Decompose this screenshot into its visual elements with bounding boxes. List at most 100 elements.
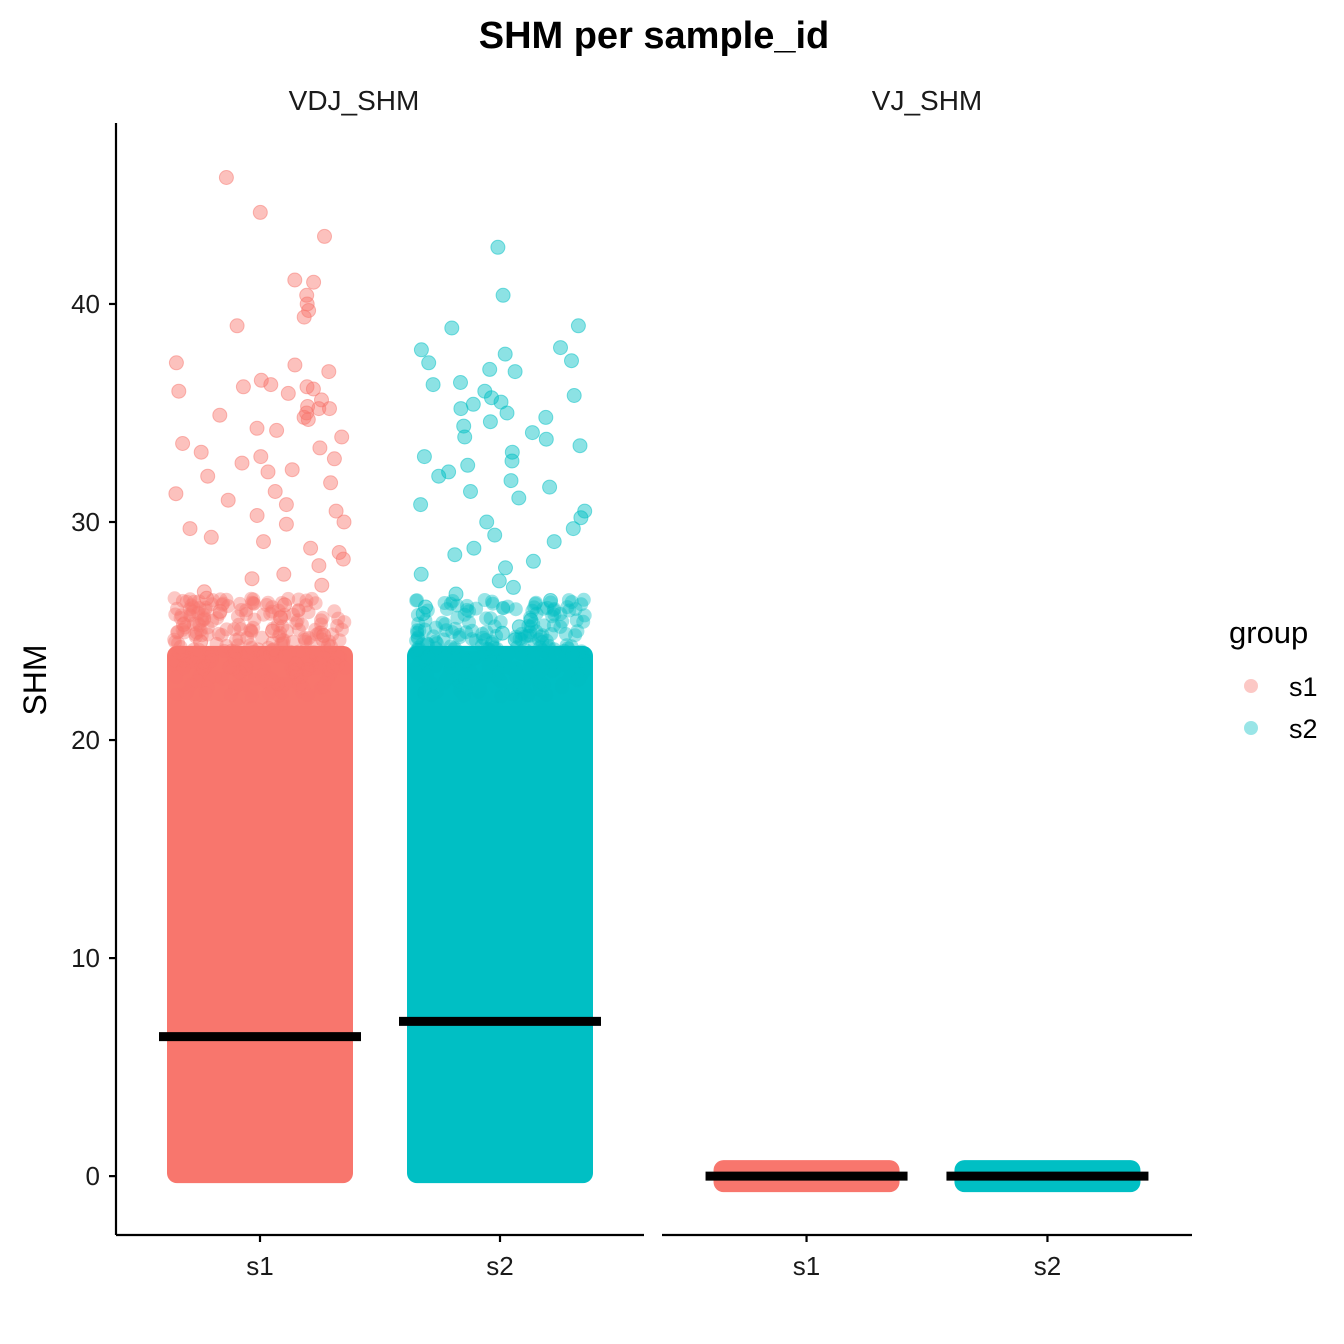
point bbox=[424, 652, 439, 667]
point bbox=[564, 639, 579, 654]
point bbox=[247, 596, 261, 611]
point bbox=[415, 637, 430, 652]
point bbox=[306, 274, 322, 290]
point bbox=[454, 667, 469, 682]
point bbox=[480, 641, 495, 656]
point bbox=[555, 614, 570, 629]
point bbox=[491, 671, 506, 686]
point bbox=[484, 647, 499, 662]
panel-VJ_SHM: VJ_SHM s1 s2 bbox=[662, 85, 1192, 1281]
point bbox=[211, 626, 226, 641]
point bbox=[577, 653, 592, 668]
point bbox=[289, 669, 304, 684]
point bbox=[313, 680, 328, 695]
point bbox=[198, 659, 213, 673]
point bbox=[477, 593, 492, 607]
point bbox=[503, 473, 519, 489]
point bbox=[301, 631, 316, 645]
point bbox=[487, 619, 502, 634]
point bbox=[244, 591, 259, 606]
point bbox=[219, 638, 234, 653]
point bbox=[314, 577, 330, 593]
point bbox=[244, 571, 260, 587]
point bbox=[244, 623, 259, 638]
point bbox=[425, 377, 441, 393]
point bbox=[560, 600, 575, 615]
point bbox=[231, 617, 246, 632]
point bbox=[311, 558, 327, 574]
point bbox=[452, 674, 467, 689]
point bbox=[481, 658, 496, 673]
point bbox=[458, 679, 473, 694]
point bbox=[176, 617, 192, 632]
point bbox=[287, 357, 303, 373]
point bbox=[335, 551, 351, 567]
point bbox=[446, 667, 461, 682]
point bbox=[214, 628, 229, 642]
point bbox=[541, 647, 555, 662]
point bbox=[238, 661, 253, 676]
point bbox=[535, 634, 550, 649]
point bbox=[497, 346, 513, 362]
point bbox=[332, 633, 347, 648]
point bbox=[443, 596, 458, 611]
point bbox=[303, 635, 318, 650]
point bbox=[492, 663, 506, 678]
point bbox=[479, 611, 494, 626]
point bbox=[322, 668, 337, 683]
point bbox=[448, 621, 463, 636]
point bbox=[263, 377, 279, 393]
point bbox=[280, 624, 294, 638]
point bbox=[447, 651, 462, 666]
point bbox=[562, 603, 577, 618]
point bbox=[321, 364, 337, 380]
point bbox=[418, 658, 433, 673]
point bbox=[203, 529, 219, 545]
point bbox=[202, 646, 217, 660]
point bbox=[547, 607, 562, 622]
point bbox=[574, 667, 589, 682]
point bbox=[294, 617, 309, 632]
point bbox=[533, 680, 548, 695]
point bbox=[545, 655, 560, 670]
point bbox=[246, 592, 261, 607]
point bbox=[298, 634, 313, 649]
point bbox=[443, 663, 458, 678]
point bbox=[489, 641, 504, 656]
point bbox=[199, 590, 215, 606]
point bbox=[291, 622, 306, 637]
point bbox=[261, 686, 276, 701]
point bbox=[255, 668, 270, 683]
point bbox=[478, 633, 493, 647]
point bbox=[312, 656, 327, 671]
point bbox=[278, 516, 294, 532]
point bbox=[265, 600, 280, 615]
point bbox=[435, 615, 450, 630]
point bbox=[205, 648, 219, 663]
point bbox=[457, 688, 471, 703]
point bbox=[257, 663, 272, 678]
point bbox=[221, 599, 236, 614]
point bbox=[239, 658, 254, 673]
y-axis: 0 10 20 30 40 bbox=[71, 123, 118, 1235]
point bbox=[245, 595, 260, 610]
point bbox=[222, 660, 237, 675]
point bbox=[447, 640, 462, 655]
point bbox=[453, 401, 469, 417]
point bbox=[278, 649, 293, 664]
point bbox=[196, 608, 211, 622]
point bbox=[202, 671, 216, 686]
point bbox=[212, 603, 228, 619]
point bbox=[537, 677, 552, 692]
point bbox=[476, 630, 490, 645]
point bbox=[244, 689, 259, 704]
point bbox=[540, 600, 555, 615]
point bbox=[503, 661, 518, 676]
point bbox=[188, 627, 203, 642]
point bbox=[539, 633, 554, 648]
point bbox=[474, 638, 489, 653]
point bbox=[169, 687, 184, 702]
point bbox=[451, 675, 466, 690]
legend-key-s2 bbox=[1244, 721, 1258, 735]
point bbox=[438, 617, 453, 632]
